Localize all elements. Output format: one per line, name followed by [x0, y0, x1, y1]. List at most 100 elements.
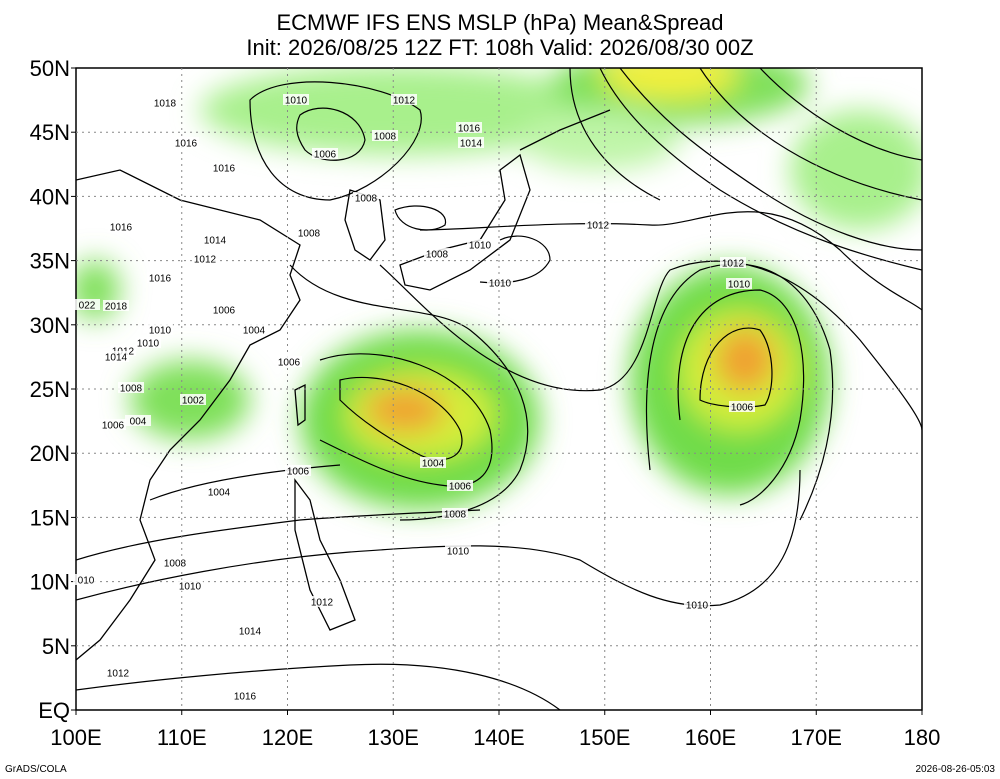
contour-label-bg — [456, 122, 482, 133]
lon-label: 120E — [262, 725, 313, 750]
contour-label: 1006 — [102, 421, 125, 432]
contour-label-bg — [720, 257, 746, 268]
lat-label: 45N — [30, 120, 70, 145]
contour-label-bg — [125, 415, 151, 426]
contour-label-bg — [105, 667, 131, 678]
contour-label: 1010 — [686, 601, 709, 612]
contour-label: 1010 — [728, 280, 751, 291]
contour-label-bg — [192, 253, 218, 264]
contour-label: 1006 — [287, 467, 310, 478]
lon-label: 150E — [579, 725, 630, 750]
contour-label-bg — [211, 162, 237, 173]
contour-label-bg — [177, 580, 203, 591]
contour-label-bg — [103, 351, 129, 362]
contour-label-bg — [312, 148, 338, 159]
contour-label: 022 — [79, 301, 96, 312]
contour-label: 1010 — [285, 96, 308, 107]
contour-label: 1006 — [314, 150, 337, 161]
contour-label-bg — [726, 278, 752, 289]
lat-label: 5N — [42, 634, 70, 659]
contour-label: 1010 — [489, 279, 512, 290]
contour-label-bg — [206, 486, 232, 497]
contour-label: 1008 — [355, 194, 378, 205]
contour-label-bg — [108, 221, 134, 232]
contour-label-bg — [147, 324, 173, 335]
lat-label: 35N — [30, 249, 70, 274]
lon-label: 180 — [904, 725, 941, 750]
contour-label: 1012 — [587, 221, 610, 232]
contour-label-bg — [420, 457, 446, 468]
contour-label-bg — [103, 300, 129, 311]
footer-left: GrADS/COLA — [5, 764, 67, 775]
contour-label: 1016 — [213, 164, 236, 175]
contour-label: 1018 — [154, 99, 177, 110]
contour-label: 1012 — [393, 96, 416, 107]
spread-shading — [76, 68, 922, 510]
contour-label-bg — [276, 356, 302, 367]
contour-label: 1010 — [137, 339, 160, 350]
contour-label-bg — [162, 557, 188, 568]
contour-label-bg — [135, 337, 161, 348]
isobars — [76, 68, 922, 710]
contour-label-bg — [391, 94, 417, 105]
contour-label: 1016 — [110, 223, 133, 234]
contour-label: 1010 — [149, 326, 172, 337]
lat-label: 30N — [30, 313, 70, 338]
lat-label: 15N — [30, 505, 70, 530]
contour-label-bg — [353, 192, 379, 203]
lon-label: 160E — [685, 725, 736, 750]
contour-label: 1008 — [444, 510, 467, 521]
contour-label: 1010 — [179, 582, 202, 593]
contour-label: 1008 — [374, 132, 397, 143]
contour-label-bg — [445, 545, 471, 556]
lat-label: 10N — [30, 570, 70, 595]
contour-label: 1012 — [311, 598, 334, 609]
lon-label: 170E — [791, 725, 842, 750]
contour-label: 1004 — [208, 488, 231, 499]
contour-label: 1012 — [107, 669, 130, 680]
contour-label-bg — [729, 401, 755, 412]
contour-label-bg — [211, 304, 237, 315]
contour-label-bg — [467, 239, 493, 250]
lat-label: 25N — [30, 377, 70, 402]
contour-label-bg — [309, 596, 335, 607]
lat-label: 40N — [30, 184, 70, 209]
contour-label: 1012 — [194, 255, 217, 266]
footer-right: 2026-08-26-05:03 — [915, 764, 995, 775]
contour-label: 1008 — [298, 229, 321, 240]
contour-label-bg — [283, 94, 309, 105]
lon-label: 130E — [368, 725, 419, 750]
contour-label-bg — [296, 227, 322, 238]
lat-label: 20N — [30, 441, 70, 466]
contour-label: 1016 — [234, 692, 257, 703]
contour-label: 1008 — [120, 384, 143, 395]
contour-label-bg — [372, 130, 398, 141]
contour-label-bg — [202, 234, 228, 245]
contour-label: 010 — [78, 576, 95, 587]
lon-label: 110E — [157, 725, 207, 750]
contour-label-bg — [180, 394, 206, 405]
contour-label-bg — [110, 345, 136, 356]
contour-label: 1014 — [460, 139, 483, 150]
lat-label: EQ — [38, 698, 70, 723]
contour-label-bg — [73, 574, 99, 585]
contour-label-bg — [285, 465, 311, 476]
lat-label: 50N — [30, 56, 70, 81]
subtitle: Init: 2026/08/25 12Z FT: 108h Valid: 202… — [246, 35, 753, 60]
contour-label-bg — [100, 419, 126, 430]
contour-label: 1016 — [458, 124, 481, 135]
contour-label: 1004 — [422, 459, 445, 470]
contour-label: 1006 — [449, 482, 472, 493]
title: ECMWF IFS ENS MSLP (hPa) Mean&Spread — [276, 10, 723, 35]
contour-label: 1006 — [278, 358, 301, 369]
contour-label-bg — [152, 97, 178, 108]
contour-label-bg — [585, 219, 611, 230]
contour-label-bg — [487, 277, 513, 288]
contour-label: 1010 — [469, 241, 492, 252]
contour-label: 1002 — [182, 396, 205, 407]
contour-label-bg — [241, 324, 267, 335]
lon-label: 100E — [50, 725, 101, 750]
contour-label-bg — [442, 508, 468, 519]
contour-label: 1012 — [722, 259, 745, 270]
